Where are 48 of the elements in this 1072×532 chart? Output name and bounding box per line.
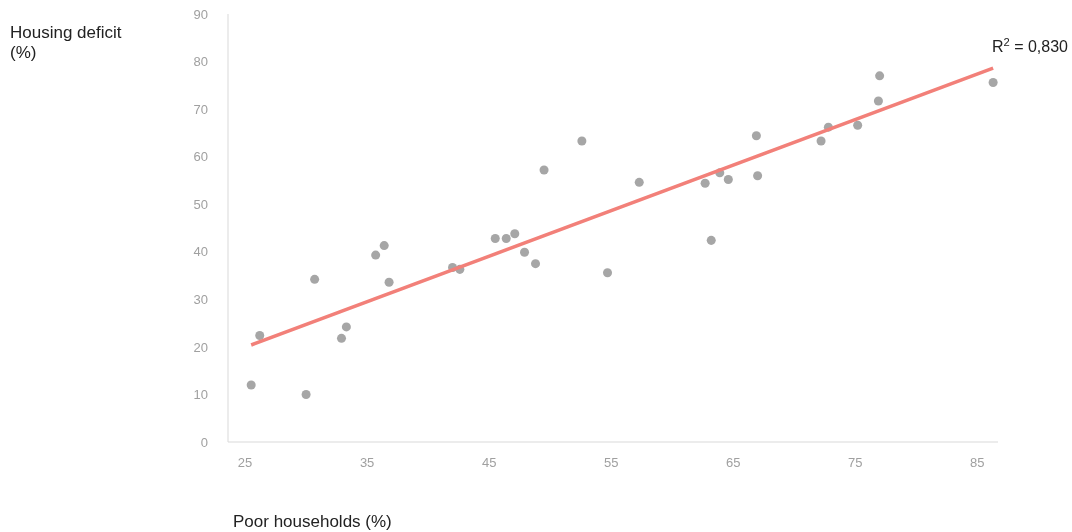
point [706, 235, 716, 245]
point [700, 178, 710, 188]
y-tick-label: 40 [193, 244, 208, 260]
point [539, 165, 549, 175]
point [501, 233, 511, 243]
point [988, 77, 998, 87]
y-tick-label: 30 [193, 291, 208, 307]
point [873, 96, 883, 106]
point [246, 380, 256, 390]
point [371, 250, 381, 260]
point [577, 136, 587, 146]
y-tick-label: 10 [193, 387, 208, 403]
x-tick-label: 25 [237, 455, 253, 471]
point [816, 136, 826, 146]
x-tick-label: 75 [847, 455, 863, 471]
y-tick-label: 60 [193, 149, 208, 165]
point [384, 277, 394, 287]
point [379, 241, 389, 251]
x-tick-label: 45 [481, 455, 497, 471]
x-tick-label: 55 [603, 455, 619, 471]
x-tick-label: 35 [359, 455, 375, 471]
x-tick-label: 85 [970, 455, 985, 471]
point [853, 120, 863, 130]
point [602, 268, 613, 278]
point [753, 171, 763, 181]
point [723, 174, 733, 184]
y-tick-label: 80 [193, 54, 208, 70]
point [875, 71, 885, 81]
point [520, 247, 530, 257]
point [310, 274, 320, 284]
point [336, 333, 346, 343]
point [490, 233, 500, 243]
point [751, 131, 761, 141]
point [634, 177, 644, 187]
x-axis-title: Poor households (%) [233, 512, 392, 531]
y-tick-label: 90 [193, 6, 208, 22]
x-tick-label: 65 [725, 455, 741, 471]
point [510, 229, 520, 239]
y-tick-label: 50 [193, 196, 208, 212]
y-axis-title: Housing deficit (%) [10, 23, 122, 62]
annotation: R$^{2}$ = 0,830 [991, 36, 1069, 55]
point [341, 322, 351, 332]
point [531, 259, 541, 269]
y-tick-label: 20 [193, 339, 208, 355]
y-tick-label: 70 [193, 101, 208, 117]
point [301, 389, 311, 399]
y-tick-label: 0 [200, 434, 208, 450]
point [255, 330, 265, 340]
